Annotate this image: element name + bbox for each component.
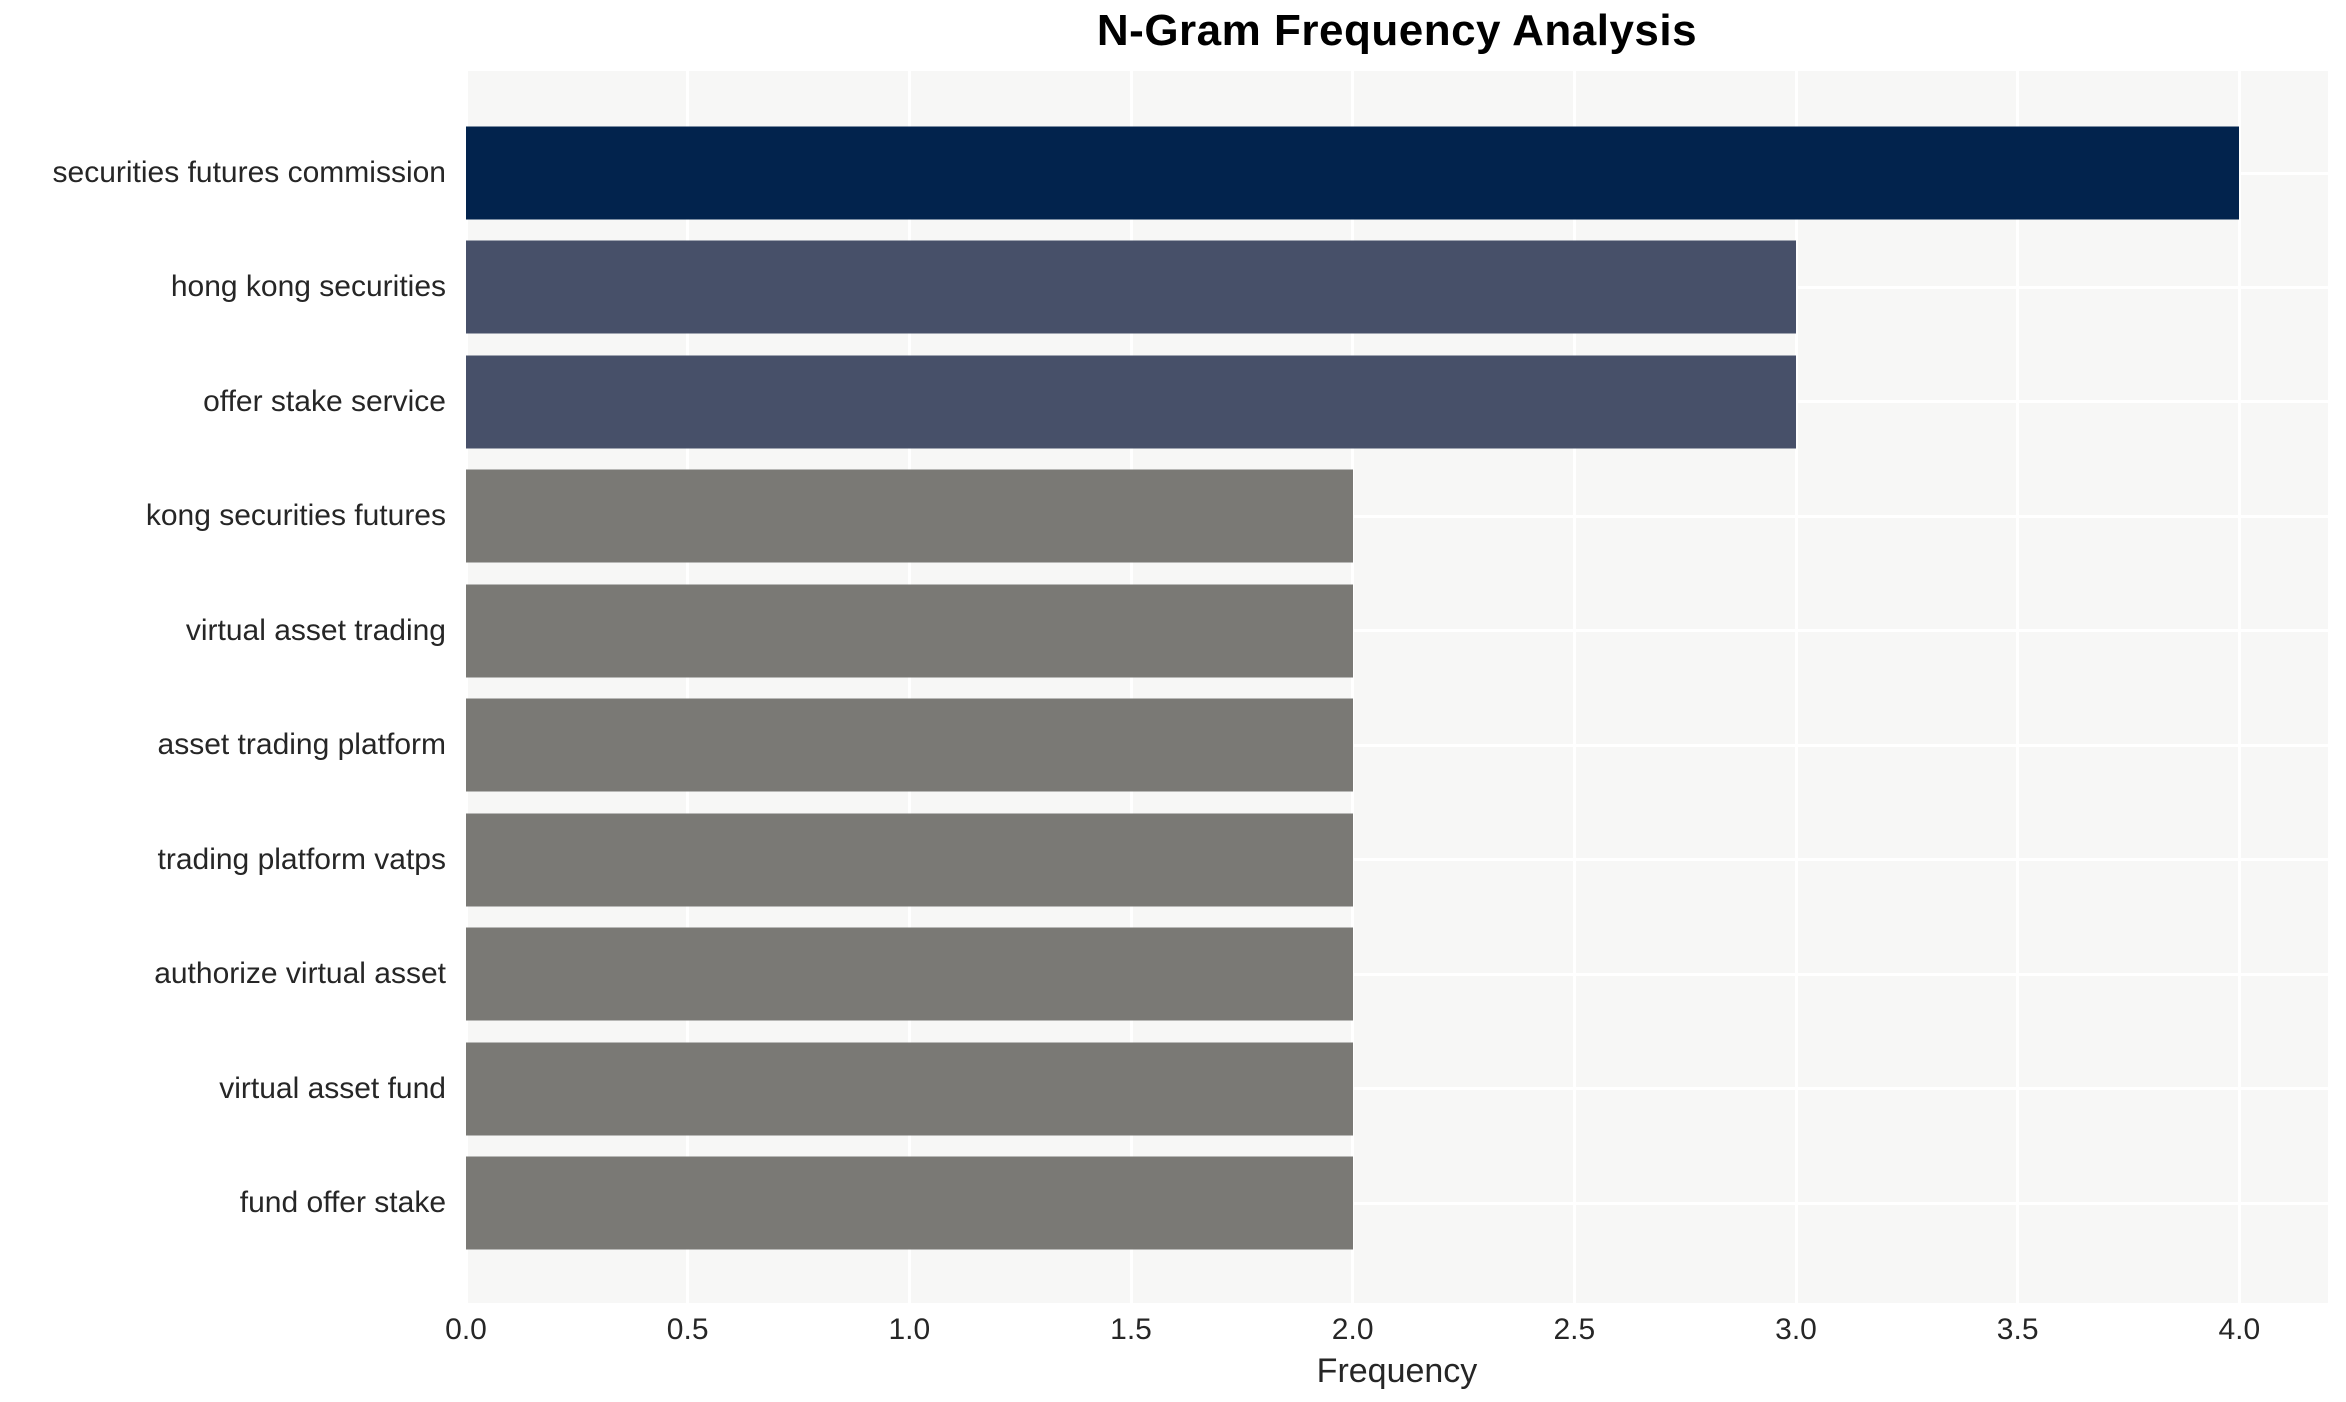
horizontal-gridline	[466, 629, 2328, 633]
vertical-gridline	[1794, 71, 1798, 1303]
y-axis-label: trading platform vatps	[157, 842, 446, 876]
frequency-bar	[466, 469, 1353, 563]
chart-title: N-Gram Frequency Analysis	[1096, 6, 1698, 55]
horizontal-gridline	[466, 514, 2328, 518]
frequency-bar	[466, 813, 1353, 907]
vertical-gridline	[686, 71, 690, 1303]
y-axis-label: virtual asset fund	[219, 1071, 446, 1105]
y-axis-label: hong kong securities	[170, 270, 446, 304]
x-tick-label: 4.0	[2218, 1313, 2261, 1346]
y-axis-label: kong securities futures	[145, 499, 446, 533]
horizontal-gridline	[466, 1087, 2328, 1091]
frequency-bar	[466, 1042, 1353, 1136]
vertical-gridline	[2016, 71, 2020, 1303]
x-tick-label: 3.5	[1996, 1313, 2039, 1346]
frequency-bar	[466, 240, 1796, 334]
y-axis-label: virtual asset trading	[185, 613, 446, 647]
frequency-bar	[466, 927, 1353, 1021]
horizontal-gridline	[466, 743, 2328, 747]
horizontal-gridline	[466, 858, 2328, 862]
frequency-bar	[466, 1156, 1353, 1250]
vertical-gridline	[907, 71, 911, 1303]
x-tick-label: 2.0	[1331, 1313, 1374, 1346]
frequency-bar	[466, 355, 1796, 449]
x-tick-label: 2.5	[1553, 1313, 1596, 1346]
x-tick-label: 3.0	[1775, 1313, 1817, 1346]
y-axis: securities futures commission hong kong s…	[0, 71, 456, 1303]
x-axis: 0.0 0.5 1.0 1.5 2.0 2.5 3.0 3.5 4.0	[445, 1303, 2328, 1351]
plot-area	[464, 71, 2328, 1303]
vertical-gridline	[464, 71, 468, 1303]
frequency-bar	[466, 698, 1353, 792]
x-tick-label: 0.5	[666, 1313, 709, 1346]
x-tick-label: 0.0	[445, 1313, 487, 1346]
x-tick-label: 1.5	[1110, 1313, 1152, 1346]
horizontal-gridline	[466, 972, 2328, 976]
vertical-gridline	[2237, 71, 2241, 1303]
y-axis-label: fund offer stake	[239, 1186, 446, 1220]
vertical-gridline	[1351, 71, 1355, 1303]
y-axis-label: asset trading platform	[157, 728, 446, 762]
y-axis-label: authorize virtual asset	[154, 957, 446, 991]
y-axis-label: offer stake service	[203, 384, 446, 418]
frequency-bar	[466, 584, 1353, 678]
x-tick-label: 1.0	[888, 1313, 931, 1346]
horizontal-gridline	[466, 1201, 2328, 1205]
x-axis-title: Frequency	[1316, 1352, 1478, 1390]
vertical-gridline	[1572, 71, 1576, 1303]
vertical-gridline	[1129, 71, 1133, 1303]
frequency-bar	[466, 126, 2240, 220]
y-axis-label: securities futures commission	[52, 156, 446, 189]
